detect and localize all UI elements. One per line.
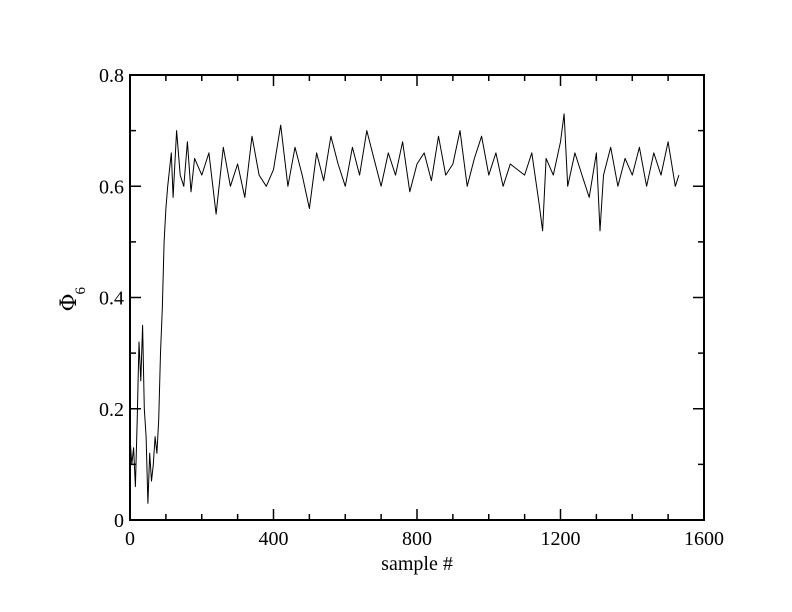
y-tick-label: 0	[114, 510, 124, 532]
x-tick-label: 400	[259, 528, 289, 550]
y-tick-label: 0.2	[99, 399, 124, 421]
x-axis-label: sample #	[381, 553, 453, 575]
series-line	[129, 113, 680, 504]
y-axis-label-subscript: 6	[73, 287, 89, 295]
x-tick-label: 1200	[541, 528, 581, 550]
y-axis-label-symbol: Φ	[57, 293, 82, 311]
plot-frame	[129, 74, 705, 521]
y-tick-label: 0.4	[99, 288, 124, 310]
y-tick-label: 0.8	[99, 65, 124, 87]
x-tick-label: 800	[402, 528, 432, 550]
tick-labels: 0 400 800 1200 1600 0 0.2 0.4 0.6 0.8	[99, 65, 724, 550]
y-axis-label: Φ 6	[57, 287, 89, 312]
x-tick-label: 1600	[684, 528, 724, 550]
x-tick-label: 0	[125, 528, 135, 550]
y-tick-label: 0.6	[99, 176, 124, 198]
